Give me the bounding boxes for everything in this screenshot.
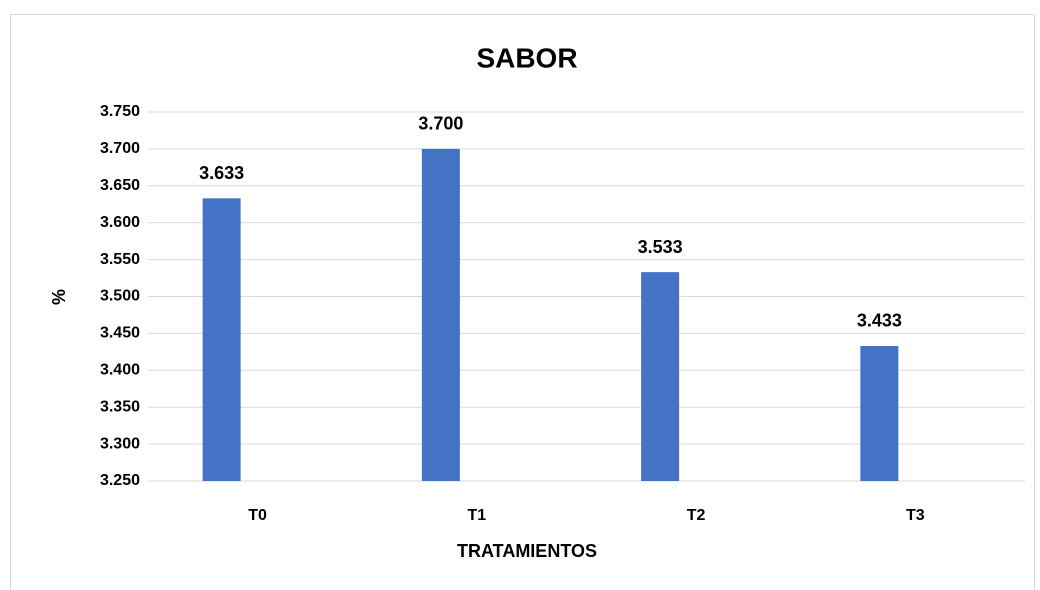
y-tick-label: 3.350 xyxy=(100,398,140,415)
data-label: 3.633 xyxy=(199,163,244,183)
y-tick-label: 3.700 xyxy=(100,140,140,157)
data-label: 3.533 xyxy=(638,237,683,257)
chart-title: SABOR xyxy=(476,42,577,73)
y-tick-label: 3.450 xyxy=(100,325,140,342)
y-tick-label: 3.500 xyxy=(100,288,140,305)
y-tick-label: 3.650 xyxy=(100,177,140,194)
y-tick-label: 3.400 xyxy=(100,362,140,379)
y-tick-label: 3.300 xyxy=(100,435,140,452)
y-tick-label: 3.750 xyxy=(100,103,140,120)
y-tick-label: 3.250 xyxy=(100,472,140,489)
y-axis-label: % xyxy=(49,289,69,305)
bar xyxy=(421,148,460,481)
x-tick-label: T2 xyxy=(687,507,706,524)
y-tick-label: 3.600 xyxy=(100,214,140,231)
bar xyxy=(860,345,899,481)
bar xyxy=(202,198,241,481)
data-label: 3.433 xyxy=(857,311,902,331)
bar xyxy=(641,272,680,481)
data-label: 3.700 xyxy=(418,114,463,134)
chart-frame xyxy=(10,14,1035,590)
x-tick-label: T1 xyxy=(468,507,487,524)
x-tick-label: T0 xyxy=(248,507,267,524)
x-tick-label: T3 xyxy=(906,507,925,524)
y-tick-label: 3.550 xyxy=(100,251,140,268)
x-axis-label: TRATAMIENTOS xyxy=(457,541,597,561)
